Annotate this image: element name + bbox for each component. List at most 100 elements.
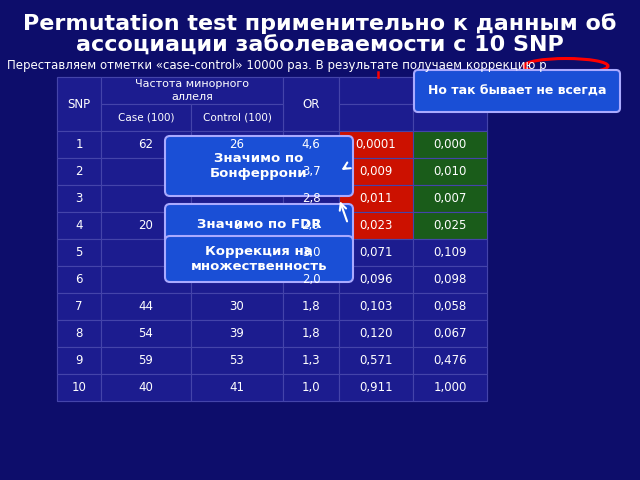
Bar bbox=[191, 374, 283, 401]
Bar bbox=[339, 320, 413, 347]
Text: 1,8: 1,8 bbox=[301, 300, 320, 313]
Bar bbox=[339, 77, 413, 104]
Text: 44: 44 bbox=[138, 300, 154, 313]
Bar bbox=[339, 266, 413, 293]
Text: 4: 4 bbox=[76, 219, 83, 232]
Text: 0,098: 0,098 bbox=[433, 273, 467, 286]
Bar bbox=[57, 131, 101, 158]
Bar bbox=[283, 131, 339, 158]
Text: 0,058: 0,058 bbox=[433, 300, 467, 313]
Text: 9: 9 bbox=[76, 354, 83, 367]
Bar bbox=[339, 104, 413, 131]
Text: 0,109: 0,109 bbox=[433, 246, 467, 259]
Text: Переставляем отметки «case-control» 10000 раз. В результате получаем коррекцию p: Переставляем отметки «case-control» 1000… bbox=[7, 60, 547, 72]
Bar bbox=[339, 293, 413, 320]
Bar bbox=[57, 77, 487, 401]
Text: 3,0: 3,0 bbox=[301, 246, 320, 259]
Bar bbox=[57, 212, 101, 239]
Text: 8: 8 bbox=[76, 327, 83, 340]
Text: 3: 3 bbox=[76, 192, 83, 205]
Text: 1,3: 1,3 bbox=[301, 354, 320, 367]
Text: 1,8: 1,8 bbox=[301, 327, 320, 340]
Bar bbox=[191, 347, 283, 374]
Bar bbox=[339, 239, 413, 266]
Bar bbox=[283, 374, 339, 401]
Bar bbox=[413, 185, 487, 212]
Text: 0,911: 0,911 bbox=[359, 381, 393, 394]
Bar bbox=[413, 239, 487, 266]
Text: 41: 41 bbox=[230, 381, 244, 394]
Text: 0,071: 0,071 bbox=[359, 246, 393, 259]
Bar bbox=[413, 374, 487, 401]
Text: 39: 39 bbox=[230, 327, 244, 340]
Text: 7: 7 bbox=[76, 300, 83, 313]
FancyBboxPatch shape bbox=[165, 136, 353, 196]
Bar bbox=[101, 158, 191, 185]
Text: 0,476: 0,476 bbox=[433, 354, 467, 367]
Text: 0,103: 0,103 bbox=[359, 300, 393, 313]
Bar bbox=[413, 158, 487, 185]
Text: OR: OR bbox=[302, 97, 320, 110]
Text: 40: 40 bbox=[139, 381, 154, 394]
Bar bbox=[57, 347, 101, 374]
Text: 1: 1 bbox=[76, 138, 83, 151]
Text: 62: 62 bbox=[138, 138, 154, 151]
Text: Значимо по FDR: Значимо по FDR bbox=[196, 217, 321, 230]
Bar bbox=[413, 266, 487, 293]
Bar bbox=[339, 374, 413, 401]
Text: 0,000: 0,000 bbox=[433, 138, 467, 151]
Bar bbox=[191, 320, 283, 347]
Text: 2,0: 2,0 bbox=[301, 273, 320, 286]
Bar bbox=[101, 131, 191, 158]
Bar bbox=[57, 374, 101, 401]
Bar bbox=[57, 185, 101, 212]
Text: 6: 6 bbox=[76, 273, 83, 286]
Text: Control (100): Control (100) bbox=[203, 112, 271, 122]
Bar bbox=[413, 77, 487, 104]
Text: Частота минорного
аллеля: Частота минорного аллеля bbox=[135, 79, 249, 102]
Text: 30: 30 bbox=[230, 300, 244, 313]
Bar bbox=[339, 212, 413, 239]
Bar bbox=[283, 185, 339, 212]
Bar bbox=[57, 77, 101, 131]
Text: 0,011: 0,011 bbox=[359, 192, 393, 205]
Text: 2,9: 2,9 bbox=[301, 219, 321, 232]
Bar bbox=[413, 131, 487, 158]
Bar bbox=[101, 185, 191, 212]
Bar bbox=[191, 185, 283, 212]
Text: Permutation test применительно к данным об: Permutation test применительно к данным … bbox=[23, 13, 617, 35]
Text: 0,007: 0,007 bbox=[433, 192, 467, 205]
Bar bbox=[413, 293, 487, 320]
Text: ассоциации заболеваемости с 10 SNP: ассоциации заболеваемости с 10 SNP bbox=[76, 36, 564, 56]
Text: 0,120: 0,120 bbox=[359, 327, 393, 340]
Bar bbox=[339, 185, 413, 212]
Text: 0,571: 0,571 bbox=[359, 354, 393, 367]
Text: 2: 2 bbox=[76, 165, 83, 178]
Bar bbox=[101, 212, 191, 239]
Bar bbox=[191, 104, 283, 131]
Text: 0,010: 0,010 bbox=[433, 165, 467, 178]
Text: 0,0001: 0,0001 bbox=[356, 138, 396, 151]
Bar bbox=[283, 77, 339, 131]
Bar bbox=[413, 104, 487, 131]
Bar bbox=[101, 104, 191, 131]
Text: 59: 59 bbox=[139, 354, 154, 367]
Text: 10: 10 bbox=[72, 381, 86, 394]
Text: Но так бывает не всегда: Но так бывает не всегда bbox=[428, 84, 606, 97]
Text: 20: 20 bbox=[139, 219, 154, 232]
Bar bbox=[283, 347, 339, 374]
Text: 0,023: 0,023 bbox=[359, 219, 393, 232]
Bar bbox=[101, 293, 191, 320]
Bar bbox=[339, 347, 413, 374]
Text: 4,6: 4,6 bbox=[301, 138, 321, 151]
Bar bbox=[191, 158, 283, 185]
Text: 26: 26 bbox=[230, 138, 244, 151]
Bar bbox=[101, 347, 191, 374]
Bar bbox=[57, 239, 101, 266]
Text: 5: 5 bbox=[76, 246, 83, 259]
Text: 8: 8 bbox=[234, 219, 241, 232]
Text: Case (100): Case (100) bbox=[118, 112, 174, 122]
Text: 0,067: 0,067 bbox=[433, 327, 467, 340]
Bar bbox=[191, 212, 283, 239]
Bar bbox=[57, 320, 101, 347]
